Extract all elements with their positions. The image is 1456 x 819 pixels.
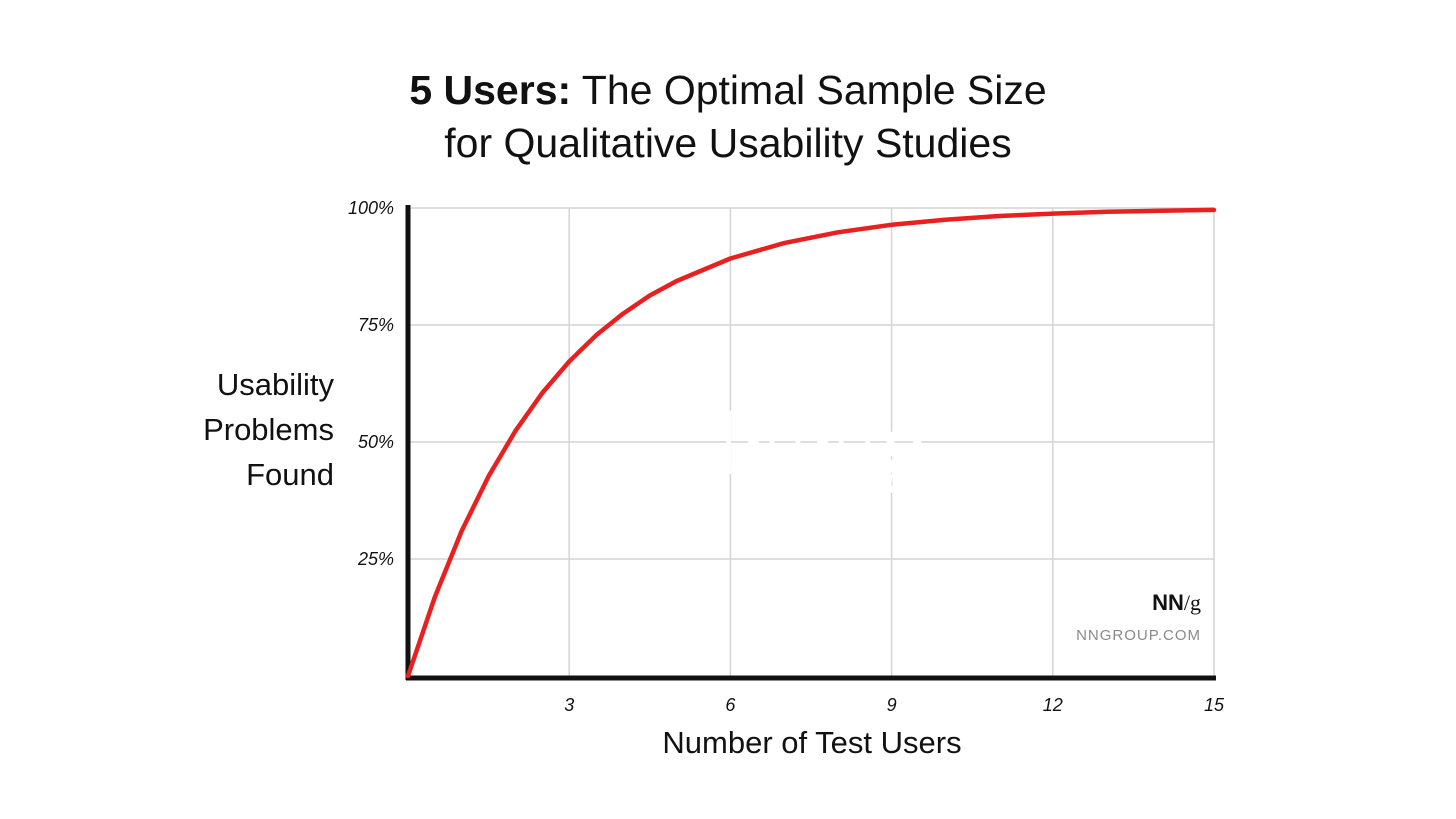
brand-logo-rest: /g — [1184, 590, 1201, 615]
chart-title-line-1: 5 Users: The Optimal Sample Size — [409, 67, 1046, 113]
series-line — [405, 207, 1217, 679]
tick-labels: 3 6 9 12 15 25% 50% 75% 100% — [348, 198, 1225, 715]
x-tick-label: 15 — [1204, 695, 1225, 715]
chart-title-bold: 5 Users: — [409, 67, 571, 113]
brand-logo: NN/g — [1152, 590, 1201, 615]
x-tick-label: 3 — [564, 695, 574, 715]
y-axis-title-line-3: Found — [246, 457, 334, 492]
y-tick-label: 50% — [358, 432, 394, 452]
series-layer — [405, 207, 1217, 679]
brand-logo-bold: NN — [1152, 590, 1184, 615]
chart-title-rest: The Optimal Sample Size — [571, 67, 1047, 113]
y-tick-label: 25% — [357, 549, 394, 569]
y-axis-title-line-2: Problems — [203, 412, 334, 447]
grid-lines — [408, 207, 1215, 676]
y-tick-label: 75% — [358, 315, 394, 335]
y-axis-title-line-1: Usability — [217, 367, 335, 402]
x-tick-label: 12 — [1043, 695, 1063, 715]
x-tick-label: 6 — [725, 695, 736, 715]
x-axis-title: Number of Test Users — [662, 725, 961, 760]
y-tick-label: 100% — [348, 198, 394, 218]
watermark-logo: NN/g — [715, 388, 928, 495]
x-tick-label: 9 — [887, 695, 897, 715]
brand-url: NNGROUP.COM — [1076, 627, 1201, 644]
chart-title-line-2: for Qualitative Usability Studies — [444, 120, 1011, 166]
